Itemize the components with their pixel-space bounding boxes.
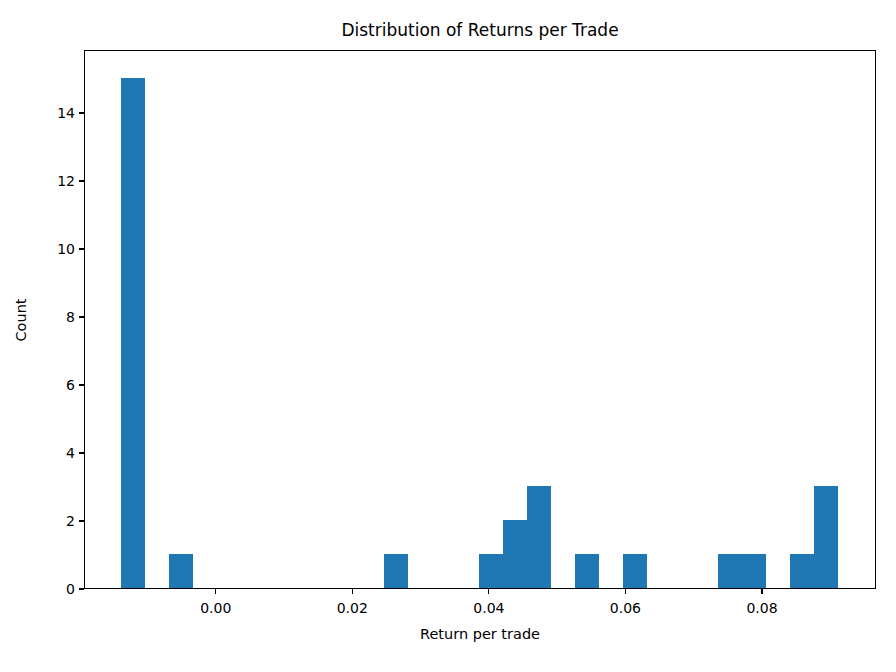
y-tick-mark — [79, 248, 84, 249]
y-tick-mark — [79, 520, 84, 521]
y-tick-label: 6 — [15, 377, 75, 393]
x-tick-mark — [215, 589, 216, 594]
histogram-bar — [814, 486, 838, 588]
y-tick-label: 8 — [15, 309, 75, 325]
chart-title: Distribution of Returns per Trade — [84, 20, 876, 40]
y-tick-mark — [79, 180, 84, 181]
y-tick-mark — [79, 384, 84, 385]
y-tick-label: 2 — [15, 513, 75, 529]
y-tick-mark — [79, 316, 84, 317]
histogram-bar — [623, 554, 647, 588]
y-tick-label: 4 — [15, 445, 75, 461]
x-tick-mark — [761, 589, 762, 594]
x-axis-label: Return per trade — [84, 626, 876, 642]
histogram-bar — [742, 554, 766, 588]
x-tick-label: 0.00 — [181, 600, 251, 616]
x-tick-mark — [352, 589, 353, 594]
x-tick-label: 0.02 — [317, 600, 387, 616]
histogram-bar — [169, 554, 193, 588]
y-tick-label: 14 — [15, 105, 75, 121]
y-tick-label: 10 — [15, 241, 75, 257]
histogram-bar — [503, 520, 527, 588]
y-tick-label: 12 — [15, 173, 75, 189]
x-tick-mark — [488, 589, 489, 594]
histogram-bar — [575, 554, 599, 588]
x-tick-label: 0.06 — [590, 600, 660, 616]
histogram-bar — [718, 554, 742, 588]
y-tick-label: 0 — [15, 581, 75, 597]
x-tick-label: 0.08 — [727, 600, 797, 616]
figure: Distribution of Returns per Trade Count … — [0, 0, 896, 672]
histogram-bar — [790, 554, 814, 588]
x-tick-mark — [625, 589, 626, 594]
y-tick-mark — [79, 452, 84, 453]
histogram-bar — [121, 78, 145, 588]
plot-area — [84, 50, 876, 589]
y-tick-mark — [79, 112, 84, 113]
y-tick-mark — [79, 588, 84, 589]
histogram-bar — [479, 554, 503, 588]
histogram-bar — [527, 486, 551, 588]
x-tick-label: 0.04 — [454, 600, 524, 616]
histogram-bar — [384, 554, 408, 588]
